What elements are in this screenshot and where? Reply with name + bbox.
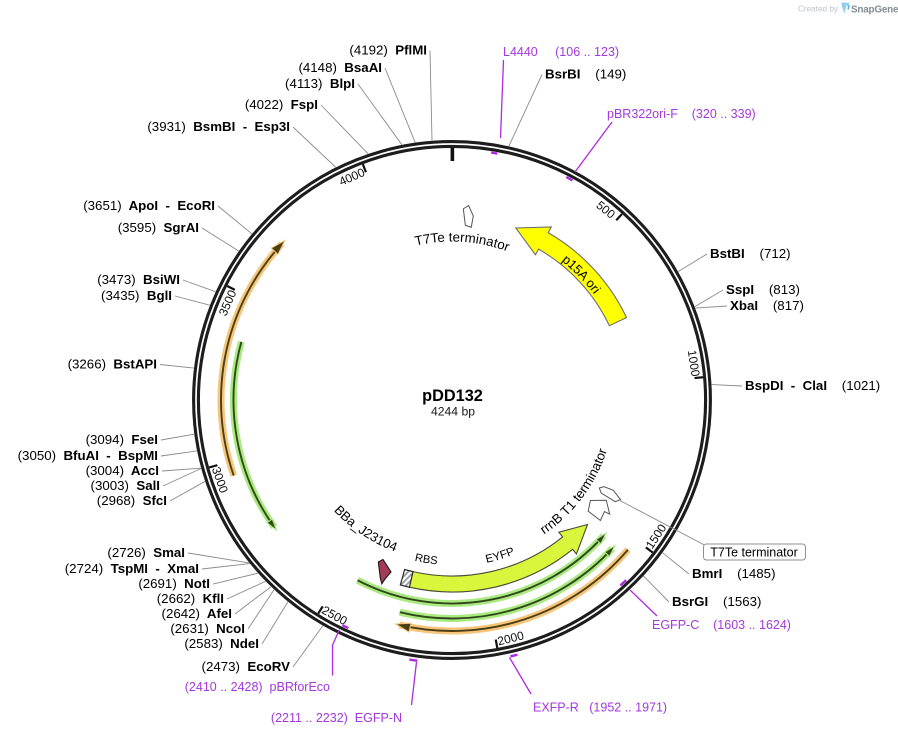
svg-text:(3473) BsiWI: (3473) BsiWI xyxy=(97,272,180,287)
svg-text:(2691) NotI: (2691) NotI xyxy=(138,576,210,591)
svg-text:(2631) NcoI: (2631) NcoI xyxy=(170,621,245,636)
svg-text:(2473) EcoRV: (2473) EcoRV xyxy=(202,659,291,674)
svg-text:(3266) BstAPI: (3266) BstAPI xyxy=(68,357,157,372)
svg-text:(3094) FseI: (3094) FseI xyxy=(86,432,158,447)
svg-text:(2726) SmaI: (2726) SmaI xyxy=(107,545,185,560)
svg-text:BspDI - ClaI (1021): BspDI - ClaI (1021) xyxy=(745,378,880,393)
svg-text:BstBI (712): BstBI (712) xyxy=(710,246,791,261)
svg-text:(2410 .. 2428) pBRforEco: (2410 .. 2428) pBRforEco xyxy=(185,680,330,694)
svg-text:T7Te terminator: T7Te terminator xyxy=(710,546,798,560)
svg-text:(2968) SfcI: (2968) SfcI xyxy=(97,493,167,508)
svg-text:(3595) SgrAI: (3595) SgrAI xyxy=(118,220,199,235)
svg-text:XbaI (817): XbaI (817) xyxy=(730,298,804,313)
svg-text:(4113) BlpI: (4113) BlpI xyxy=(285,76,355,91)
svg-text:BsrBI (149): BsrBI (149) xyxy=(545,67,626,82)
svg-text:(3651) ApoI - EcoRI: (3651) ApoI - EcoRI xyxy=(83,198,215,213)
svg-text:EXFP-R (1952 .. 1971): EXFP-R (1952 .. 1971) xyxy=(533,701,667,715)
svg-text:(2662) KflI: (2662) KflI xyxy=(157,591,224,606)
svg-text:(4192) PflMI: (4192) PflMI xyxy=(349,43,427,58)
svg-text:L4440 (106 .. 123): L4440 (106 .. 123) xyxy=(503,45,619,59)
svg-text:pBR322ori-F (320 .. 339): pBR322ori-F (320 .. 339) xyxy=(607,107,756,121)
svg-text:BsrGI (1563): BsrGI (1563) xyxy=(672,594,761,609)
svg-text:(2724) TspMI - XmaI: (2724) TspMI - XmaI xyxy=(65,561,199,576)
svg-text:(3050) BfuAI - BspMI: (3050) BfuAI - BspMI xyxy=(18,448,158,463)
svg-text:4244 bp: 4244 bp xyxy=(431,405,475,419)
svg-text:EGFP-C (1603 .. 1624): EGFP-C (1603 .. 1624) xyxy=(652,618,791,632)
svg-text:(4148) BsaAI: (4148) BsaAI xyxy=(298,60,382,75)
svg-text:SnapGene: SnapGene xyxy=(851,5,898,16)
svg-text:(3435) BglI: (3435) BglI xyxy=(101,288,172,303)
svg-text:(4022) FspI: (4022) FspI xyxy=(245,97,318,112)
svg-text:(3004) AccI: (3004) AccI xyxy=(86,463,159,478)
svg-text:(3003) SalI: (3003) SalI xyxy=(91,478,160,493)
svg-text:(2642) AfeI: (2642) AfeI xyxy=(162,606,232,621)
svg-text:Created by: Created by xyxy=(798,5,839,14)
svg-text:(2583) NdeI: (2583) NdeI xyxy=(184,636,259,651)
svg-text:(3931) BsmBI - Esp3I: (3931) BsmBI - Esp3I xyxy=(147,119,290,134)
svg-text:pDD132: pDD132 xyxy=(422,387,483,405)
svg-text:BmrI (1485): BmrI (1485) xyxy=(692,566,776,581)
svg-text:(2211 .. 2232) EGFP-N: (2211 .. 2232) EGFP-N xyxy=(271,711,402,725)
svg-text:SspI (813): SspI (813) xyxy=(726,282,800,297)
